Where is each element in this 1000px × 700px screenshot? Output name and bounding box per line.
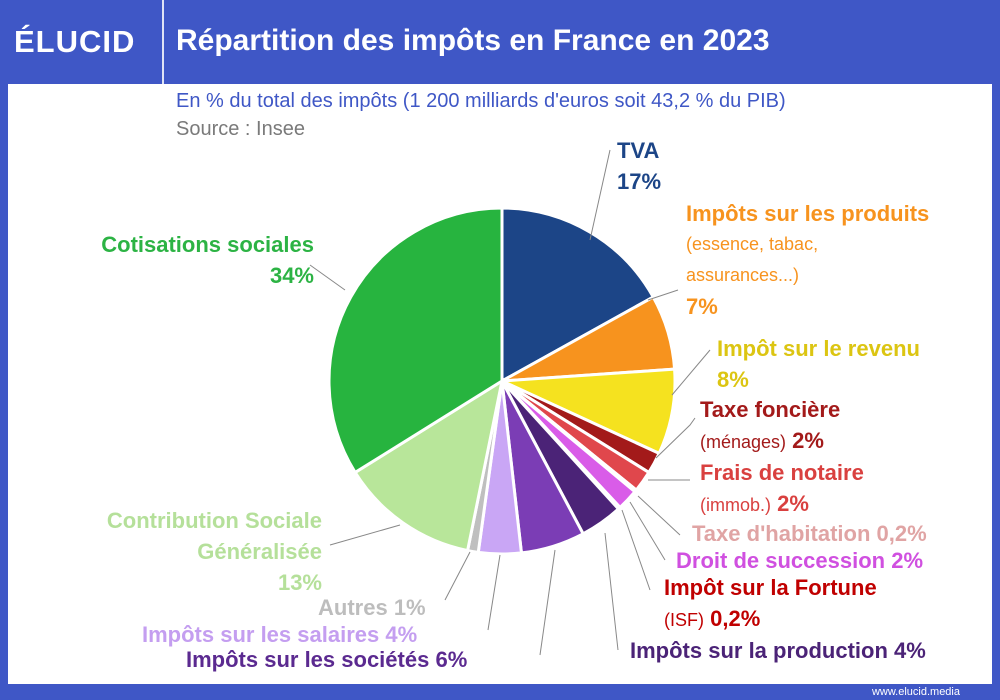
leader-tva: [589, 149, 611, 241]
label-salaires: Impôts sur les salaires 4%: [142, 619, 417, 650]
label-production: Impôts sur la production 4%: [630, 635, 926, 666]
leader-csg: [329, 524, 401, 546]
leader-foncière: [655, 417, 696, 459]
label-title: Impôts sur la production: [630, 638, 888, 663]
pie-slice-0: [500, 206, 656, 384]
label-sub: (ISF): [664, 610, 704, 630]
label-value: 2%: [792, 428, 824, 453]
label-frais-notaire: Frais de notaire (immob.) 2%: [700, 457, 864, 521]
header: ÉLUCID Répartition des impôts en France …: [0, 0, 1000, 84]
label-title: Impôts sur les sociétés: [186, 647, 430, 672]
label-autres: Autres 1%: [318, 592, 426, 623]
leader-salaires: [487, 554, 501, 631]
label-value: 8%: [717, 367, 749, 392]
label-societes: Impôts sur les sociétés 6%: [186, 644, 467, 675]
label-habitation: Taxe d'habitation 0,2%: [692, 518, 927, 549]
label-title: Taxe d'habitation: [692, 521, 871, 546]
label-fonciere: Taxe foncière (ménages) 2%: [700, 394, 840, 458]
label-title: Cotisations sociales: [101, 232, 314, 257]
chart-subtitle: En % du total des impôts (1 200 milliard…: [176, 90, 786, 112]
leader-lines: [309, 149, 711, 656]
label-csg: Contribution Sociale Généralisée 13%: [62, 505, 322, 598]
label-sub: (essence, tabac, assurances...): [686, 234, 819, 285]
label-isf: Impôt sur la Fortune (ISF) 0,2%: [664, 572, 877, 636]
label-value: 2%: [891, 548, 923, 573]
pie-slice-13: [327, 206, 504, 475]
label-value: 17%: [617, 169, 662, 194]
footer-url[interactable]: www.elucid.media: [871, 686, 960, 698]
label-title: Impôt sur le revenu: [717, 336, 920, 361]
label-title: Autres: [318, 595, 388, 620]
chart-source: Source : Insee: [176, 118, 305, 140]
leader-production: [604, 532, 619, 651]
chart-title: Répartition des impôts en France en 2023: [176, 24, 770, 57]
pie-slice-12: [353, 377, 505, 553]
label-sub: (ménages): [700, 432, 787, 452]
label-title: Frais de notaire: [700, 460, 864, 485]
label-value: 6%: [435, 647, 468, 672]
leader-succession: [629, 501, 666, 561]
label-ir: Impôt sur le revenu 8%: [717, 333, 920, 395]
leader-habitation: [637, 495, 681, 536]
label-value: 4%: [385, 622, 418, 647]
label-succession: Droit de succession 2%: [676, 545, 923, 576]
label-title: Taxe foncière: [700, 397, 841, 422]
leader-isf: [621, 509, 651, 591]
label-value: 0,2%: [710, 606, 761, 631]
label-sub: (immob.): [700, 495, 771, 515]
label-value: 34%: [269, 263, 314, 288]
label-value: 2%: [777, 491, 809, 516]
label-tva: TVA 17%: [617, 135, 661, 197]
leader-societes: [539, 549, 556, 656]
label-title: Droit de succession: [676, 548, 886, 573]
leader-produits: [647, 289, 679, 301]
elucid-logo: ÉLUCID: [14, 24, 136, 59]
label-title: Impôts sur les salaires: [142, 622, 380, 647]
label-produits: Impôts sur les produits (essence, tabac,…: [686, 198, 929, 322]
label-cotisations: Cotisations sociales 34%: [101, 229, 314, 291]
header-divider: [162, 0, 164, 84]
label-value: 0,2%: [876, 521, 927, 546]
leader-ir: [671, 349, 711, 396]
label-title: TVA: [617, 138, 660, 163]
leader-cotisations: [309, 264, 346, 291]
label-value: 4%: [894, 638, 926, 663]
label-value: 1%: [393, 595, 426, 620]
label-title: Impôts sur les produits: [686, 201, 930, 226]
leader-autres: [444, 551, 471, 601]
label-value: 7%: [686, 294, 718, 319]
label-title: Impôt sur la Fortune: [664, 575, 877, 600]
label-value: 13%: [277, 570, 322, 595]
label-title: Contribution Sociale Généralisée: [106, 508, 322, 564]
